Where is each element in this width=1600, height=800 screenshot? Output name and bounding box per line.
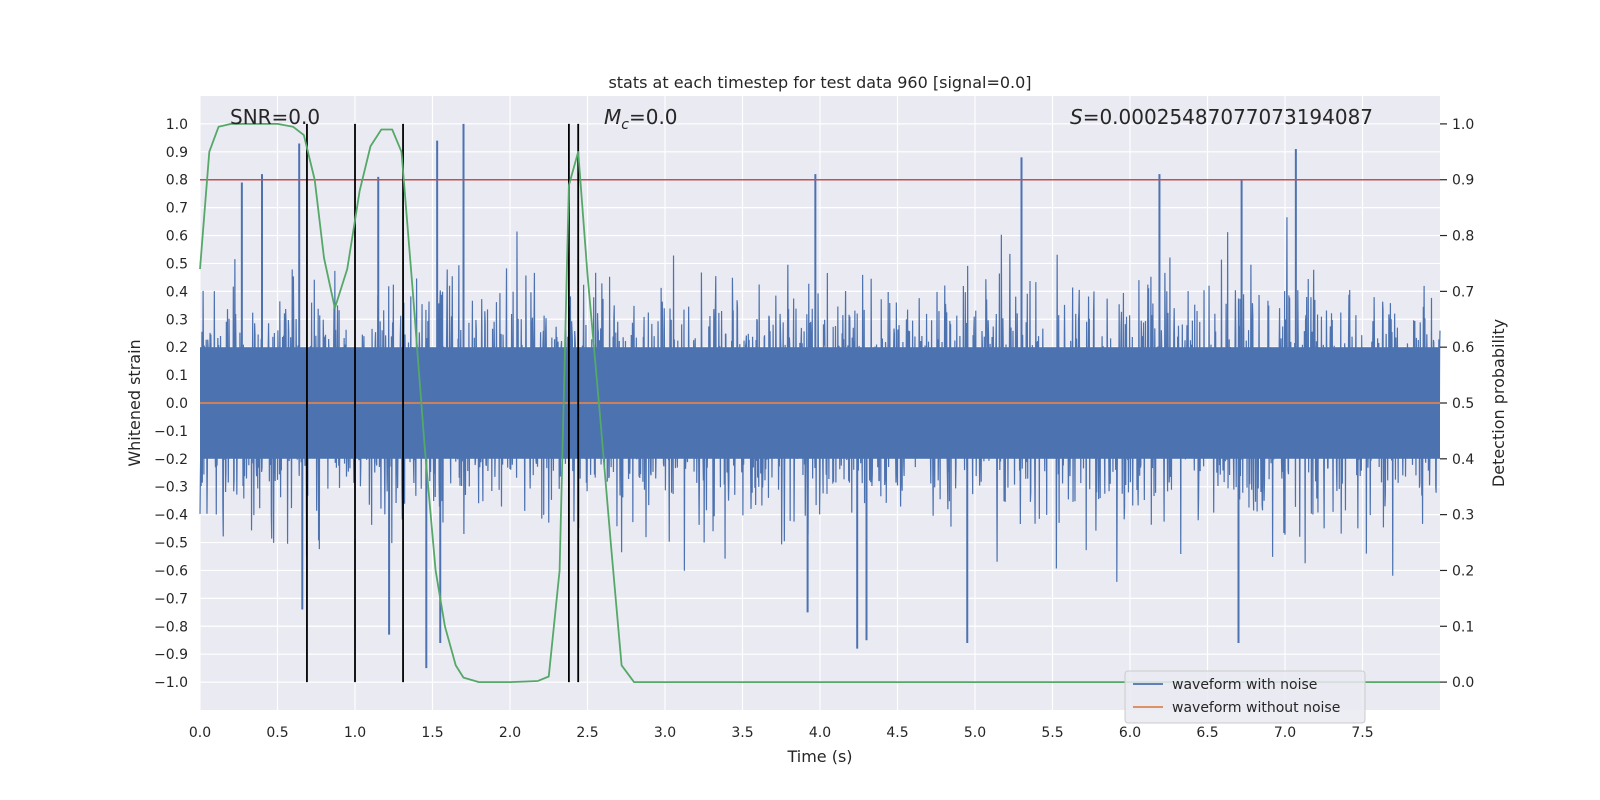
x-tick-label: 6.0: [1119, 725, 1141, 741]
y-tick-label: −0.3: [154, 480, 188, 496]
s-annotation: S=0.0002548707707319408​7: [1070, 105, 1373, 129]
y-tick-label: −0.6: [154, 563, 188, 579]
x-axis-label: Time (s): [786, 747, 852, 766]
chirp-mass-value: =0.0: [629, 105, 678, 129]
x-tick-labels: 0.0 0.5 1.0 1.5 2.0 2.5 3.0 3.5 4.0 4.5 5.0 5.5 6.0 6…: [189, 725, 1374, 741]
y-tick-label: −0.9: [154, 647, 188, 663]
y-tick-label: 0.5: [166, 256, 188, 272]
y2-tick-label: 0.8: [1452, 229, 1474, 245]
y-tick-label: 0.2: [166, 340, 188, 356]
y2-tick-label: 1.0: [1452, 117, 1474, 133]
y-axis-label: Whitened strain: [125, 339, 144, 466]
legend-label-clean: waveform without noise: [1172, 700, 1340, 716]
legend-box: [1124, 670, 1366, 724]
y-tick-label: −0.5: [154, 536, 188, 552]
y2-tick-label: 0.5: [1452, 396, 1474, 412]
chirp-mass-subscript: c: [621, 117, 629, 133]
x-tick-label: 1.5: [421, 725, 443, 741]
y2-tick-label: 0.3: [1452, 508, 1474, 524]
y2-tick-label: 0.2: [1452, 563, 1474, 579]
y-tick-label: −0.1: [154, 424, 188, 440]
y-tick-label: 0.4: [166, 284, 188, 300]
y2-tick-label: 0.0: [1452, 675, 1474, 691]
y-tick-label: 0.3: [166, 312, 188, 328]
s-value: =0.0002548707707319408​7: [1083, 105, 1373, 129]
x-tick-label: 0.5: [266, 725, 288, 741]
y2-tick-label: 0.4: [1452, 452, 1474, 468]
y2-axis-label: Detection probability: [1489, 319, 1508, 487]
x-tick-label: 3.5: [731, 725, 753, 741]
x-tick-label: 1.0: [344, 725, 366, 741]
chirp-mass-symbol: M: [604, 105, 621, 129]
y-tick-label: −1.0: [154, 675, 188, 691]
x-tick-label: 4.5: [886, 725, 908, 741]
y2-tick-label: 0.1: [1452, 619, 1474, 635]
s-symbol: S: [1070, 105, 1083, 129]
x-tick-label: 7.5: [1351, 725, 1373, 741]
x-tick-label: 7.0: [1274, 725, 1296, 741]
snr-annotation: SNR=0.0: [230, 105, 320, 129]
y-tick-label: 0.7: [166, 201, 188, 217]
x-tick-label: 5.5: [1041, 725, 1063, 741]
y-tick-label: 0.6: [166, 229, 188, 245]
y2-tick-labels: 0.0 0.1 0.2 0.3 0.4 0.5 0.6 0.7 0.8 0.9 1.0: [1440, 117, 1474, 691]
legend: waveform with noise waveform without noi…: [1124, 670, 1366, 724]
x-tick-label: 2.0: [499, 725, 521, 741]
x-tick-label: 6.5: [1196, 725, 1218, 741]
y-tick-label: −0.4: [154, 508, 188, 524]
legend-label-noise: waveform with noise: [1172, 677, 1317, 693]
y-tick-label: 1.0: [166, 117, 188, 133]
y2-tick-label: 0.9: [1452, 173, 1474, 189]
y-tick-label: −0.7: [154, 591, 188, 607]
y-tick-label: −0.8: [154, 619, 188, 635]
chirp-mass-annotation: Mc=0.0: [604, 105, 678, 133]
y2-tick-label: 0.6: [1452, 340, 1474, 356]
y-tick-label: 0.1: [166, 368, 188, 384]
probability-line: [199, 123, 1440, 683]
x-tick-label: 2.5: [576, 725, 598, 741]
x-tick-label: 3.0: [654, 725, 676, 741]
y-tick-labels: −1.0 −0.9 −0.8 −0.7 −0.6 −0.5 −0.4 −0.3 −0.2 −0.1…: [154, 117, 188, 691]
y-tick-label: 0.0: [166, 396, 188, 412]
chart-title: stats at each timestep for test data 960…: [608, 73, 1031, 92]
x-tick-label: 5.0: [964, 725, 986, 741]
y-tick-label: −0.2: [154, 452, 188, 468]
y-tick-label: 0.9: [166, 145, 188, 161]
y-tick-label: 0.8: [166, 173, 188, 189]
x-tick-label: 0.0: [189, 725, 211, 741]
y2-tick-label: 0.7: [1452, 284, 1474, 300]
x-tick-label: 4.0: [809, 725, 831, 741]
detection-probability-series: [199, 123, 1440, 683]
